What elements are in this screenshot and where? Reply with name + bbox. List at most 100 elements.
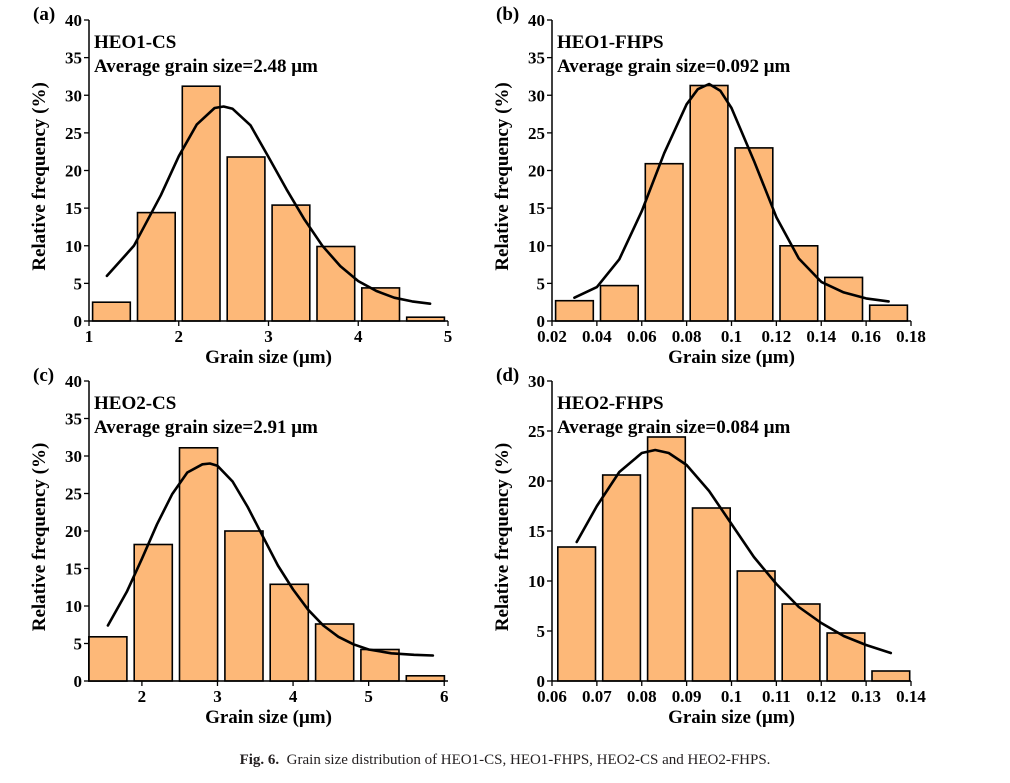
y-tick-label: 35 <box>528 49 545 68</box>
histogram-bar <box>823 276 864 322</box>
y-tick-label: 20 <box>65 522 82 541</box>
y-tick-label: 25 <box>65 485 82 504</box>
y-axis-title: Relative frequency (%) <box>29 443 50 632</box>
caption-text: Grain size distribution of HEO1-CS, HEO1… <box>286 752 771 768</box>
y-tick-label: 5 <box>537 622 546 641</box>
histogram-bar <box>871 670 911 682</box>
panel-label: (a) <box>33 4 55 25</box>
x-tick-label: 0.13 <box>851 687 881 706</box>
histogram-bar <box>644 162 684 322</box>
histogram-bar <box>646 436 687 682</box>
x-tick-label: 0.07 <box>582 687 612 706</box>
average-grain-size-note: Average grain size=0.084 μm <box>557 417 791 438</box>
fit-curve <box>573 82 890 303</box>
histogram-bar <box>599 284 640 322</box>
y-tick-label: 20 <box>528 472 545 491</box>
y-tick-label: 10 <box>528 237 545 256</box>
average-grain-size-note: Average grain size=2.48 μm <box>94 56 318 77</box>
panel-b: 0 5 10 15 20 25 30 35 40 0.02 0.04 0.06 0.08 0.1 0.12 0… <box>492 4 926 368</box>
x-tick-label: 3 <box>213 687 222 706</box>
y-axis-title: Relative frequency (%) <box>492 82 513 271</box>
y-tick-label: 0 <box>74 312 83 331</box>
histogram-bar <box>88 635 128 682</box>
y-tick-label: 10 <box>528 572 545 591</box>
y-tick-label: 0 <box>74 672 83 691</box>
x-tick-label: 0.1 <box>721 687 742 706</box>
histogram-bar <box>316 245 356 322</box>
x-axis-title: Grain size (μm) <box>668 347 795 368</box>
y-tick-label: 30 <box>65 86 82 105</box>
x-tick-label: 3 <box>264 327 273 346</box>
x-tick-label: 0.06 <box>537 687 567 706</box>
y-tick-label: 20 <box>65 162 82 181</box>
fit-curve <box>105 105 432 306</box>
y-tick-label: 5 <box>74 635 83 654</box>
x-axis-title: Grain size (μm) <box>205 707 332 728</box>
y-tick-label: 10 <box>65 597 82 616</box>
y-tick-label: 40 <box>65 11 82 30</box>
x-tick-label: 0.08 <box>627 687 657 706</box>
histogram-bar <box>736 570 776 682</box>
histogram-bar <box>601 474 642 682</box>
y-tick-label: 40 <box>65 372 82 391</box>
x-tick-label: 0.08 <box>672 327 702 346</box>
average-grain-size-note: Average grain size=0.092 μm <box>557 56 791 77</box>
y-tick-label: 35 <box>65 49 82 68</box>
y-tick-label: 15 <box>65 199 82 218</box>
x-axis-title: Grain size (μm) <box>205 347 332 368</box>
x-tick-label: 0.11 <box>762 687 791 706</box>
x-tick-label: 0.14 <box>806 327 836 346</box>
histogram-bar <box>734 147 774 322</box>
y-axis-title: Relative frequency (%) <box>492 443 513 632</box>
panel-label: (d) <box>496 365 519 386</box>
y-tick-label: 40 <box>528 11 545 30</box>
panel-title: HEO2-FHPS <box>557 393 664 414</box>
x-tick-label: 0.12 <box>762 327 792 346</box>
histogram-bar <box>360 648 400 682</box>
x-tick-label: 0.16 <box>851 327 881 346</box>
y-tick-label: 0 <box>537 672 546 691</box>
panel-a: 0 5 10 15 20 25 30 35 40 1 2 3 4 5 Grain size (μm) Rela… <box>29 4 452 368</box>
x-tick-label: 2 <box>175 327 184 346</box>
y-tick-label: 30 <box>65 447 82 466</box>
x-tick-label: 4 <box>354 327 363 346</box>
fit-curve <box>575 448 893 655</box>
panel-d: 0 5 10 15 20 25 30 0.06 0.07 0.08 0.09 0.1 0.11 0.12 0… <box>492 365 926 728</box>
y-tick-label: 35 <box>65 410 82 429</box>
panel-title: HEO1-CS <box>94 32 176 53</box>
x-tick-label: 0.09 <box>672 687 702 706</box>
y-tick-label: 15 <box>528 522 545 541</box>
x-tick-label: 1 <box>85 327 94 346</box>
histogram-bar <box>691 507 732 682</box>
x-tick-label: 5 <box>444 327 453 346</box>
histogram-bar <box>271 204 311 322</box>
histogram-bar <box>781 603 821 682</box>
panel-title: HEO1-FHPS <box>557 32 664 53</box>
histogram-bar <box>689 84 729 322</box>
y-tick-label: 15 <box>65 560 82 579</box>
y-tick-label: 20 <box>528 162 545 181</box>
histogram-bar <box>181 85 221 322</box>
x-tick-label: 0.02 <box>537 327 567 346</box>
x-tick-label: 0.12 <box>806 687 836 706</box>
y-tick-label: 0 <box>537 312 546 331</box>
panel-title: HEO2-CS <box>94 393 176 414</box>
x-tick-label: 0.06 <box>627 327 657 346</box>
panel-c: 0 5 10 15 20 25 30 35 40 2 3 4 5 6 Grain size (μm) Rela… <box>29 365 448 728</box>
y-tick-label: 25 <box>65 124 82 143</box>
histogram-bar <box>556 546 597 682</box>
y-tick-label: 5 <box>537 274 546 293</box>
histogram-bar <box>269 583 310 682</box>
x-tick-label: 0.14 <box>896 687 926 706</box>
y-axis-title: Relative frequency (%) <box>29 82 50 271</box>
x-tick-label: 0.18 <box>896 327 926 346</box>
y-tick-label: 30 <box>528 372 545 391</box>
caption-label: Fig. 6. <box>239 752 280 768</box>
histogram-bar <box>226 156 266 322</box>
fit-curve <box>106 462 435 657</box>
x-tick-label: 2 <box>138 687 147 706</box>
average-grain-size-note: Average grain size=2.91 μm <box>94 417 318 438</box>
panel-label: (b) <box>496 4 519 25</box>
histogram-bar <box>826 632 866 682</box>
